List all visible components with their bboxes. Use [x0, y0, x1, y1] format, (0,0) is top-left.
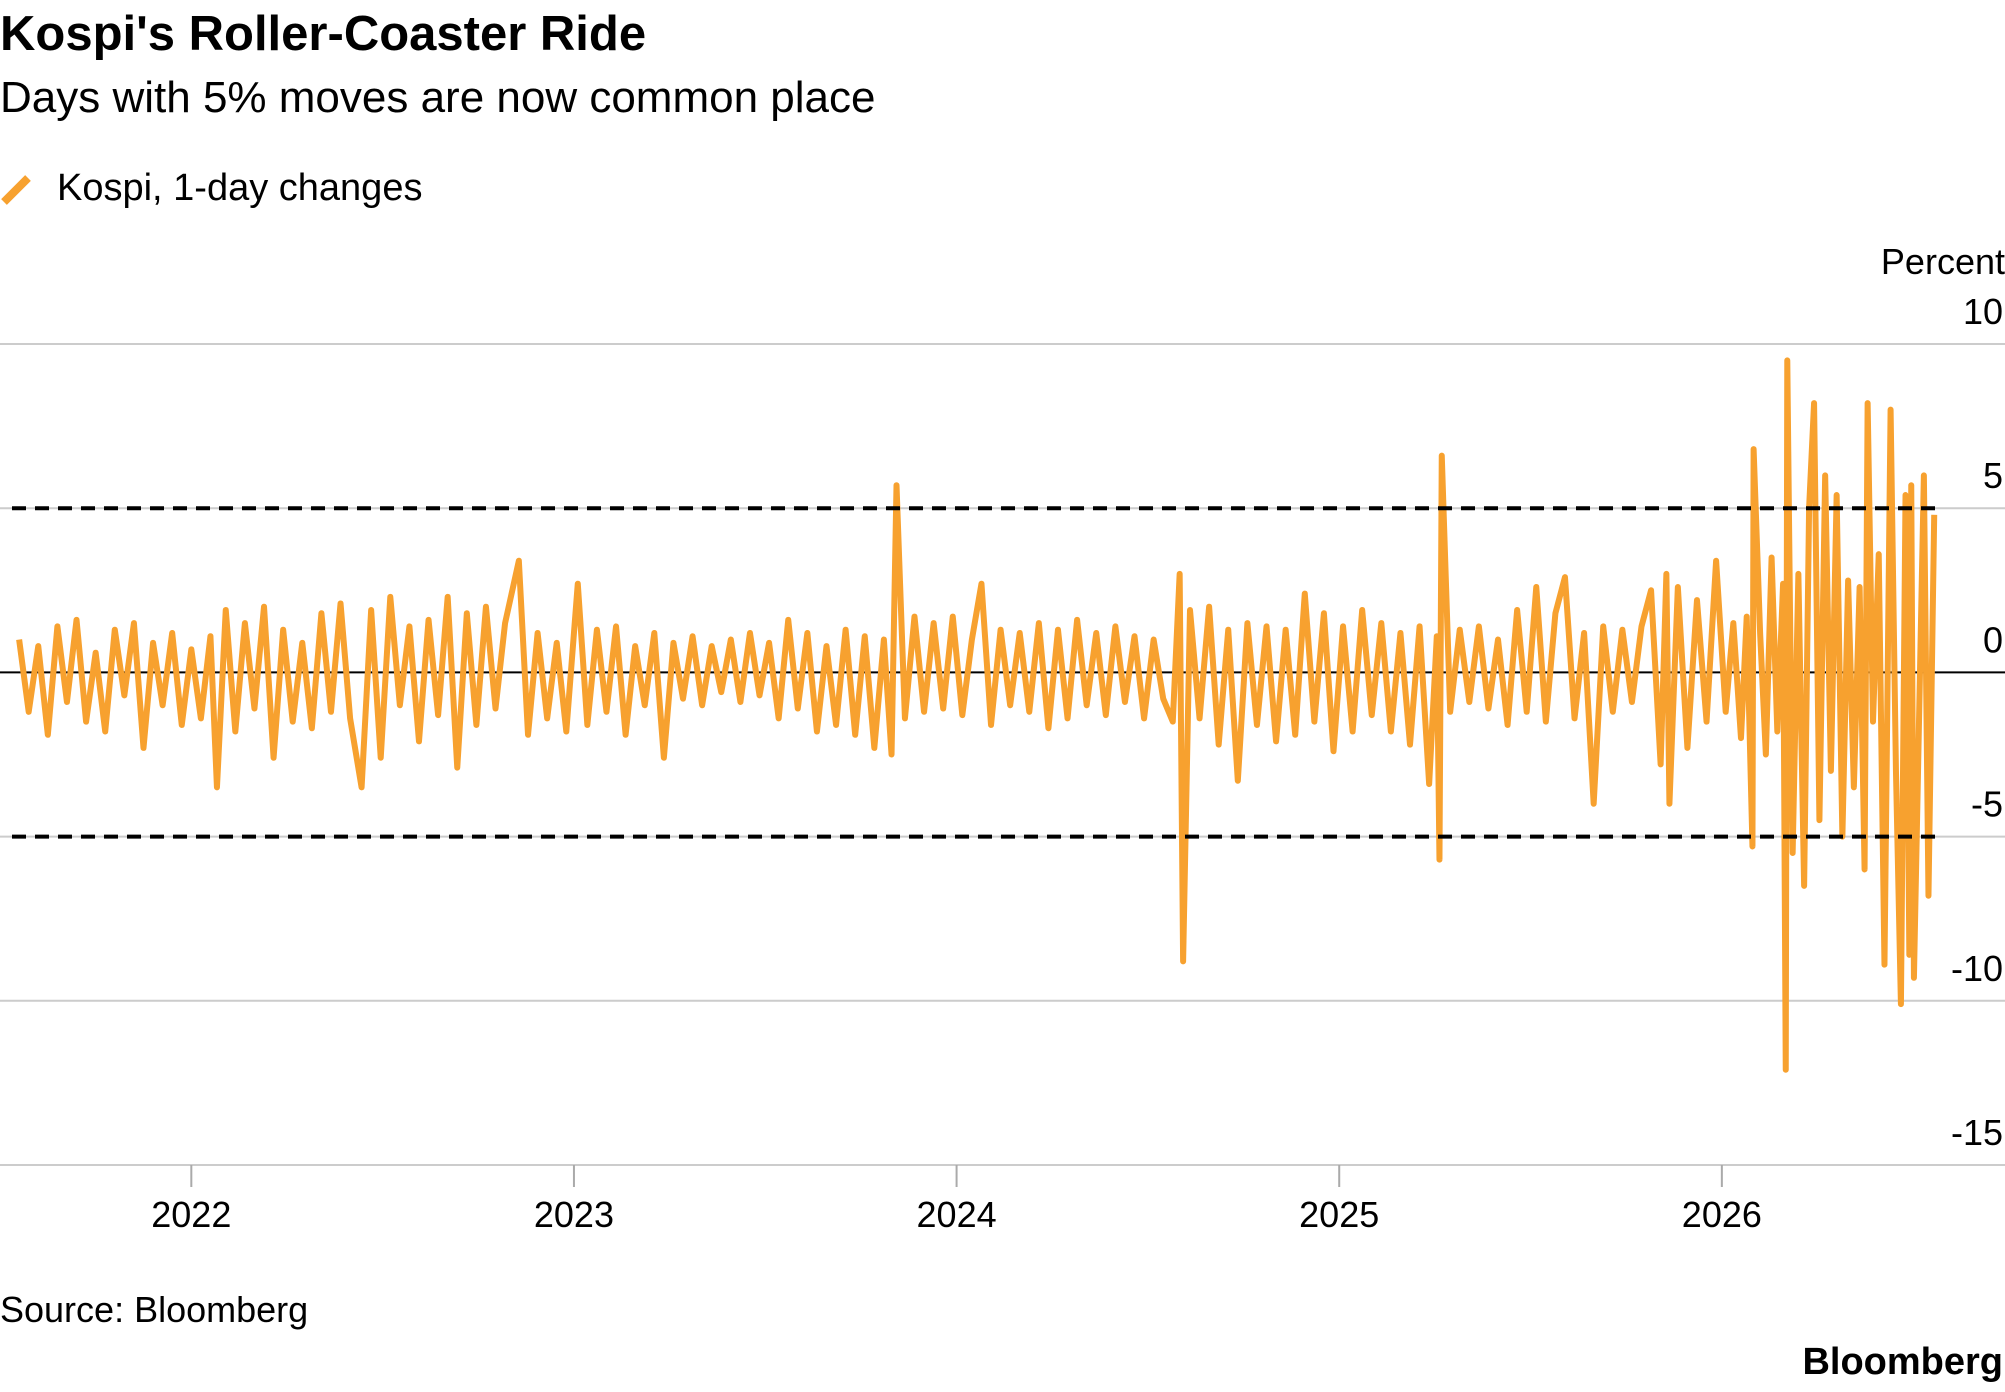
y-tick-label: -5 [1971, 784, 2003, 825]
y-tick-label: -10 [1951, 948, 2003, 989]
chart-title: Kospi's Roller-Coaster Ride [0, 7, 646, 61]
x-tick-label: 2026 [1682, 1194, 1762, 1235]
y-tick-label: 0 [1983, 619, 2003, 660]
legend-label: Kospi, 1-day changes [57, 167, 422, 209]
x-tick-label: 2023 [534, 1194, 614, 1235]
chart-subtitle: Days with 5% moves are now common place [0, 73, 875, 122]
data-line [16, 357, 1938, 1073]
y-tick-label: -15 [1951, 1112, 2003, 1153]
y-axis-label: Percent [1881, 241, 2005, 282]
brand: Bloomberg [1802, 1341, 2003, 1383]
x-tick-label: 2025 [1299, 1194, 1379, 1235]
x-tick-label: 2024 [917, 1194, 997, 1235]
legend-swatch [1, 175, 31, 205]
y-tick-label: 5 [1983, 455, 2003, 496]
x-tick-label: 2022 [151, 1194, 231, 1235]
source: Source: Bloomberg [0, 1289, 308, 1330]
y-tick-label: 10 [1963, 291, 2003, 332]
